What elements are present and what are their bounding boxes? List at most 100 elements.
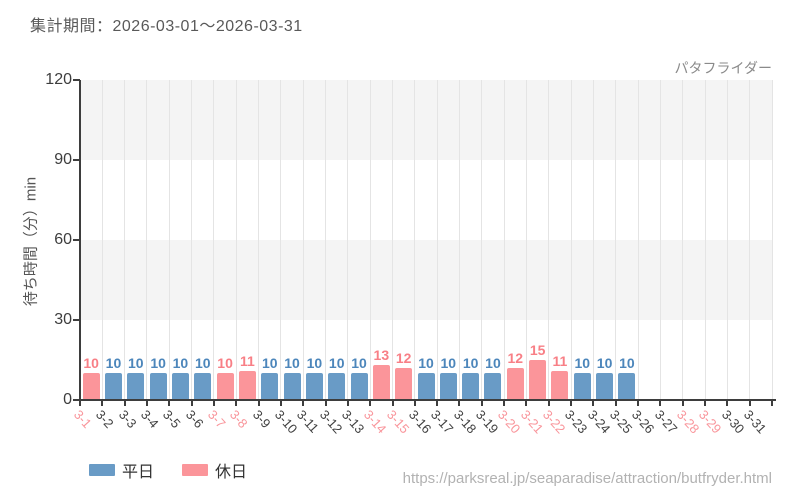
bar-value-label: 11: [552, 352, 568, 369]
vertical-gridline: [771, 80, 773, 400]
vertical-gridline: [481, 80, 483, 400]
plot-band: [80, 160, 772, 240]
bar-value-label: 12: [507, 350, 524, 366]
y-tick-label: 30: [54, 311, 72, 328]
vertical-gridline: [525, 80, 527, 400]
bar-value-label: 10: [172, 355, 189, 372]
bar-value-label: 10: [462, 355, 479, 372]
plot-band: [80, 80, 772, 160]
bar-3-23: [573, 373, 591, 400]
x-axis-tick-mark: [212, 401, 215, 406]
y-tick-label: 90: [54, 151, 72, 168]
y-tick-label: 120: [45, 71, 72, 88]
bar-3-19: [484, 373, 502, 400]
x-tick-label: 3-30: [718, 407, 747, 437]
x-axis-tick-mark: [302, 401, 305, 406]
x-tick-label: 3-4: [137, 407, 162, 432]
source-url: https://parksreal.jp/seaparadise/attract…: [402, 470, 772, 487]
x-tick-label: 3-12: [316, 407, 346, 437]
x-axis-tick-mark: [391, 401, 394, 406]
bar-value-label: 12: [395, 350, 412, 366]
x-axis-tick-mark: [145, 401, 148, 406]
vertical-gridline: [548, 80, 550, 400]
x-axis-tick-mark: [570, 401, 573, 406]
bar-3-6: [194, 373, 212, 400]
bar-3-12: [328, 373, 346, 400]
x-tick-label: 3-21: [517, 407, 547, 437]
bar-3-1: [82, 373, 100, 400]
vertical-gridline: [280, 80, 282, 400]
vertical-gridline: [570, 80, 572, 400]
x-tick-label: 3-3: [115, 407, 140, 432]
x-axis-tick-mark: [592, 401, 595, 406]
x-tick-label: 3-11: [294, 407, 323, 436]
bar-value-label: 10: [217, 355, 233, 372]
bar-value-label: 10: [596, 355, 613, 372]
x-tick-label: 3-2: [93, 407, 118, 432]
bar-3-20: [506, 368, 524, 400]
vertical-gridline: [682, 80, 684, 400]
x-tick-label: 3-15: [383, 407, 413, 437]
bar-3-5: [171, 373, 189, 400]
aggregation-period-label: 集計期間：2026-03-01～2026-03-31: [30, 18, 303, 35]
x-axis-tick-mark: [771, 401, 773, 406]
y-tick-label: 0: [63, 391, 72, 408]
bar-3-14: [372, 365, 390, 400]
x-axis-tick-mark: [279, 401, 282, 406]
vertical-gridline: [749, 80, 751, 400]
bar-3-16: [417, 373, 435, 400]
vertical-gridline: [458, 80, 460, 400]
bar-value-label: 10: [418, 355, 434, 372]
x-tick-label: 3-20: [495, 407, 524, 437]
vertical-gridline: [191, 80, 193, 400]
bar-value-label: 10: [328, 355, 345, 372]
x-tick-label: 3-9: [249, 407, 274, 432]
legend-label-holiday: 休日: [215, 464, 248, 481]
y-axis-tick-mark: [73, 319, 80, 321]
bar-3-25: [618, 373, 636, 400]
x-tick-label: 3-28: [673, 407, 703, 437]
bar-3-21: [529, 360, 547, 400]
vertical-gridline: [637, 80, 639, 400]
x-axis-tick-mark: [614, 401, 617, 406]
y-axis-tick-mark: [73, 239, 80, 241]
bar-value-label: 13: [373, 347, 390, 364]
x-axis-tick-mark: [637, 401, 640, 406]
y-axis-tick-mark: [73, 159, 80, 161]
bar-value-label: 15: [529, 342, 546, 358]
y-tick-label: 60: [54, 231, 72, 248]
vertical-gridline: [503, 80, 505, 400]
x-tick-label: 3-19: [472, 407, 502, 437]
bar-value-label: 10: [105, 355, 122, 372]
y-axis-line: [79, 80, 81, 401]
bar-3-9: [261, 373, 279, 400]
bar-value-label: 10: [194, 355, 211, 372]
x-tick-label: 3-6: [182, 407, 207, 432]
vertical-gridline: [124, 80, 126, 400]
plot-band: [80, 240, 772, 320]
x-tick-label: 3-26: [629, 407, 658, 437]
bar-value-label: 10: [440, 355, 457, 372]
vertical-gridline: [726, 80, 728, 400]
x-axis-tick-mark: [123, 401, 126, 406]
x-tick-label: 3-24: [584, 407, 613, 437]
vertical-gridline: [414, 80, 416, 400]
bar-value-label: 11: [240, 352, 255, 369]
bar-value-label: 10: [284, 355, 300, 372]
x-tick-label: 3-14: [361, 407, 390, 437]
vertical-gridline: [615, 80, 617, 400]
bar-value-label: 10: [83, 355, 99, 372]
chart-legend: 平日 休日: [89, 458, 247, 482]
bar-value-label: 10: [306, 355, 323, 372]
legend-label-weekday: 平日: [122, 464, 155, 481]
x-axis-tick-mark: [346, 401, 349, 406]
vertical-gridline: [168, 80, 170, 400]
vertical-gridline: [213, 80, 215, 400]
x-axis-tick-mark: [547, 401, 550, 406]
x-axis-line: [79, 399, 776, 401]
vertical-gridline: [347, 80, 349, 400]
vertical-gridline: [325, 80, 327, 400]
bar-value-label: 10: [485, 355, 501, 372]
x-tick-label: 3-25: [606, 407, 636, 437]
x-tick-label: 3-10: [271, 407, 301, 437]
